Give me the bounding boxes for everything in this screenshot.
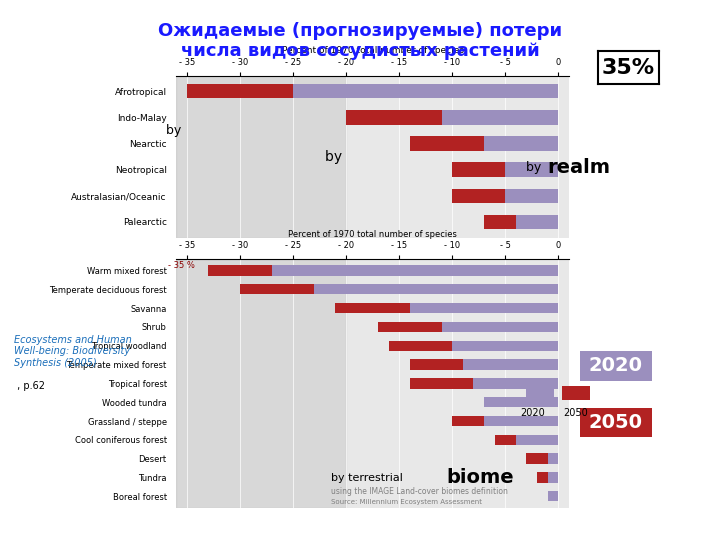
Bar [240, 284, 558, 294]
Bar [208, 265, 558, 275]
Bar [187, 84, 293, 98]
Text: Ecosystems and Human
Well-being: Biodiversity
Synthesis (2005): Ecosystems and Human Well-being: Biodive… [14, 335, 132, 368]
Text: 2050: 2050 [564, 408, 588, 418]
Bar [484, 397, 558, 407]
X-axis label: Percent of 1970 total number of species: Percent of 1970 total number of species [288, 230, 457, 239]
Bar [537, 472, 558, 483]
Bar [484, 215, 558, 229]
Text: 2020: 2020 [589, 356, 643, 375]
Bar [452, 163, 558, 177]
Bar [176, 259, 346, 508]
Bar [548, 491, 558, 502]
Bar [176, 76, 346, 238]
Text: by: by [526, 161, 545, 174]
Bar [495, 435, 516, 445]
Bar [495, 435, 558, 445]
Text: - 35 %: - 35 % [168, 261, 195, 270]
Bar [452, 163, 505, 177]
Text: Ожидаемые (прогнозируемые) потери
числа видов сосудистых растений: Ожидаемые (прогнозируемые) потери числа … [158, 22, 562, 60]
Bar [537, 472, 548, 483]
Bar [452, 416, 558, 426]
Bar [452, 188, 505, 203]
Bar [389, 341, 452, 351]
Bar [208, 265, 272, 275]
Bar [410, 360, 558, 370]
Bar [240, 284, 314, 294]
Bar [346, 110, 441, 125]
Text: using the IMAGE Land-cover biomes definition: using the IMAGE Land-cover biomes defini… [331, 487, 508, 496]
Text: by: by [166, 124, 185, 137]
Bar [187, 84, 558, 98]
Bar [336, 303, 410, 313]
Bar [526, 454, 558, 464]
X-axis label: Percent of 1970 total number of species: Percent of 1970 total number of species [282, 46, 464, 56]
Text: biome: biome [446, 468, 514, 488]
Bar [452, 188, 558, 203]
Text: realm: realm [547, 158, 611, 177]
Bar [378, 322, 441, 332]
Bar [484, 215, 516, 229]
Bar [410, 360, 463, 370]
Bar [410, 136, 558, 151]
Bar [336, 303, 558, 313]
Bar [452, 416, 484, 426]
Bar [378, 322, 558, 332]
Text: 35%: 35% [602, 57, 654, 78]
Bar [410, 378, 473, 389]
Bar [526, 454, 548, 464]
Bar [346, 110, 558, 125]
Text: 2020: 2020 [521, 408, 545, 418]
Bar [410, 378, 558, 389]
Bar [410, 136, 484, 151]
Bar [389, 341, 558, 351]
Text: 2050: 2050 [589, 413, 643, 432]
Text: , p.62: , p.62 [14, 381, 45, 391]
Text: by terrestrial: by terrestrial [331, 473, 407, 483]
Text: Source: Millennium Ecosystem Assessment: Source: Millennium Ecosystem Assessment [331, 499, 482, 505]
Text: by: by [325, 150, 346, 164]
